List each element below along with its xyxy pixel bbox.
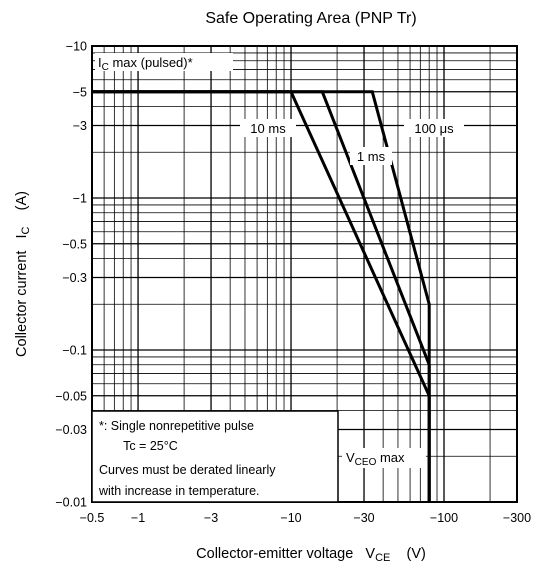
chart-title: Safe Operating Area (PNP Tr) bbox=[205, 10, 416, 27]
y-tick-labels: −10 −5 −3 −1 −0.5 −0.3 −0.1 −0.05 −0.03 −0.01 bbox=[55, 40, 87, 510]
y-tick-label: −10 bbox=[66, 40, 87, 54]
x-tick-label: −0.5 bbox=[80, 511, 105, 525]
note-line-2: Tc = 25°C bbox=[99, 439, 178, 453]
curve-label-10ms: 10 ms bbox=[250, 121, 286, 136]
note-line-1: *: Single nonrepetitive pulse bbox=[99, 419, 254, 433]
y-tick-label: −0.3 bbox=[62, 271, 87, 285]
label-10ms-box bbox=[240, 119, 296, 137]
label-100us-box bbox=[404, 119, 464, 137]
x-tick-label: −10 bbox=[280, 511, 301, 525]
x-tick-label: −3 bbox=[204, 511, 218, 525]
soa-curve-100us bbox=[92, 90, 431, 502]
vceo-label: VCEO max bbox=[346, 450, 405, 468]
curve-label-1ms: 1 ms bbox=[357, 149, 386, 164]
vceo-label-box bbox=[342, 448, 426, 468]
y-tick-label: −3 bbox=[73, 119, 87, 133]
curve-label-100us: 100 μs bbox=[414, 121, 454, 136]
y-tick-label: −5 bbox=[73, 85, 87, 99]
y-tick-label: −0.05 bbox=[55, 389, 87, 403]
x-tick-labels: −0.5 −1 −3 −10 −30 −100 −300 bbox=[80, 511, 531, 525]
x-tick-label: −30 bbox=[353, 511, 374, 525]
y-tick-label: −0.1 bbox=[62, 344, 87, 358]
y-axis-label: Collector current IC (A) bbox=[14, 191, 32, 357]
note-box bbox=[91, 410, 339, 503]
icmax-label-box bbox=[95, 53, 233, 71]
note-line-3: Curves must be derated linearly bbox=[99, 463, 276, 477]
soa-curves bbox=[92, 90, 431, 502]
icmax-label: IC max (pulsed)* bbox=[98, 55, 193, 73]
label-1ms-box bbox=[350, 147, 392, 165]
y-tick-label: −0.5 bbox=[62, 237, 87, 251]
y-tick-label: −0.03 bbox=[55, 423, 87, 437]
y-tick-label: −1 bbox=[73, 192, 87, 206]
x-tick-label: −1 bbox=[131, 511, 145, 525]
note-line-4: with increase in temperature. bbox=[98, 484, 260, 498]
x-tick-label: −100 bbox=[430, 511, 458, 525]
x-tick-label: −300 bbox=[503, 511, 531, 525]
y-tick-label: −0.01 bbox=[55, 496, 87, 510]
x-axis-label: Collector-emitter voltage VCE (V) bbox=[196, 546, 426, 564]
